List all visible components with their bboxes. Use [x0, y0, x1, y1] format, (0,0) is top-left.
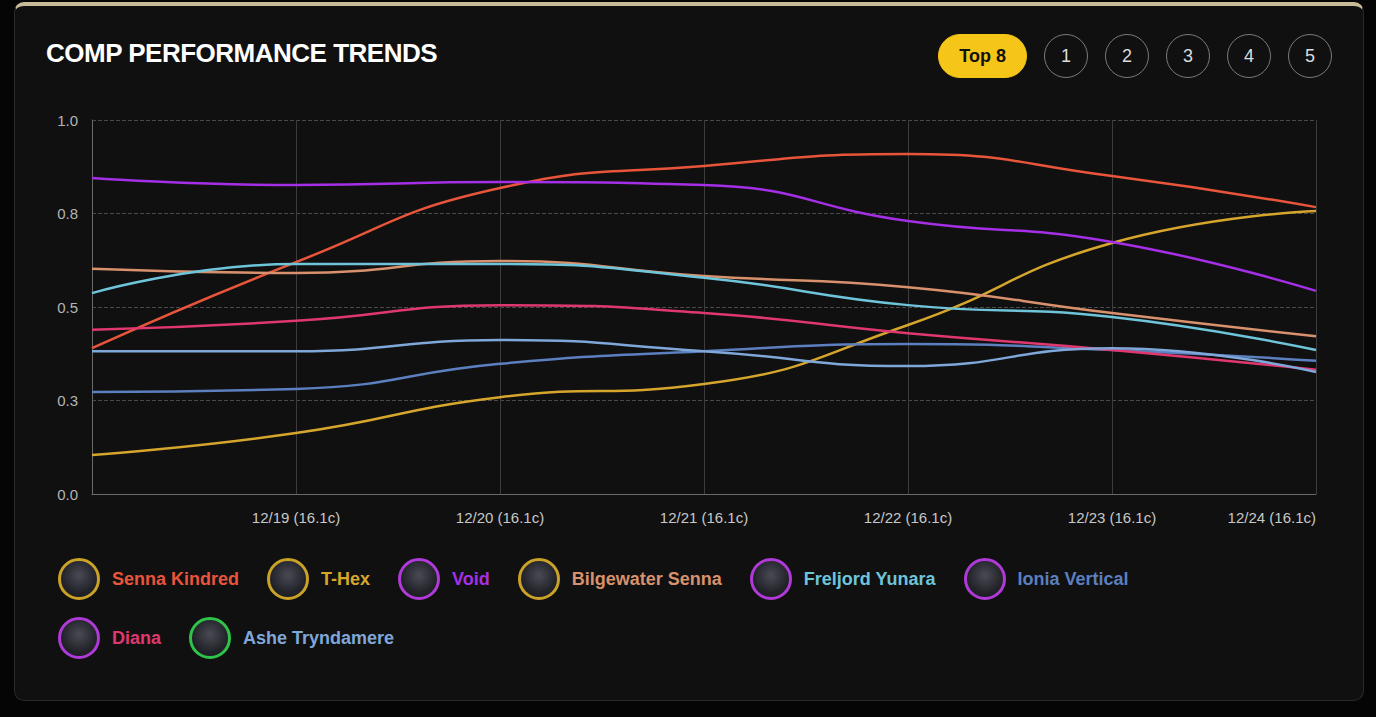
- html-text:2: 2: [1122, 45, 1132, 66]
- svg-text:12/24 (16.1c): 12/24 (16.1c): [1228, 509, 1316, 526]
- html-text:3: 3: [1183, 45, 1193, 66]
- html-text:5: 5: [1305, 45, 1315, 66]
- html-text:1: 1: [1061, 45, 1071, 66]
- html-text:Void: Void: [452, 568, 490, 589]
- svg-text:12/23 (16.1c): 12/23 (16.1c): [1068, 509, 1156, 526]
- html-text:Top 8: Top 8: [959, 45, 1006, 66]
- html-text:Diana: Diana: [112, 627, 161, 648]
- svg-text:0.5: 0.5: [57, 299, 78, 316]
- html-text:Ionia Vertical: Ionia Vertical: [1017, 568, 1129, 589]
- html-text:4: 4: [1244, 45, 1254, 66]
- html-text:T-Hex: T-Hex: [321, 568, 371, 589]
- svg-text:12/19 (16.1c): 12/19 (16.1c): [252, 509, 340, 526]
- svg-text:0.8: 0.8: [57, 205, 78, 222]
- html-text:Ashe Tryndamere: Ashe Tryndamere: [243, 627, 395, 648]
- svg-text:0.0: 0.0: [57, 486, 78, 503]
- svg-text:12/21 (16.1c): 12/21 (16.1c): [660, 509, 748, 526]
- html-text:Bilgewater Senna: Bilgewater Senna: [571, 568, 722, 589]
- svg-text:12/22 (16.1c): 12/22 (16.1c): [864, 509, 952, 526]
- html-text:Freljord Yunara: Freljord Yunara: [803, 568, 936, 589]
- svg-text:12/20 (16.1c): 12/20 (16.1c): [456, 509, 544, 526]
- svg-text:0.3: 0.3: [57, 392, 78, 409]
- html-text:Senna Kindred: Senna Kindred: [112, 568, 239, 589]
- html-text:COMP PERFORMANCE TRENDS: COMP PERFORMANCE TRENDS: [46, 38, 437, 68]
- svg-text:1.0: 1.0: [57, 112, 78, 129]
